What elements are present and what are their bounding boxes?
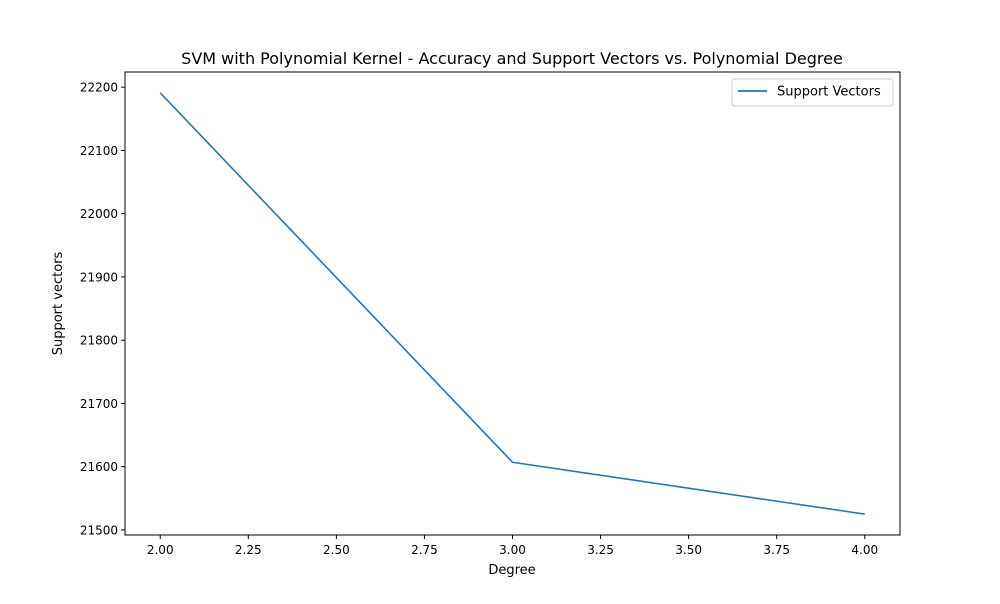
- series-layer: [159, 92, 865, 515]
- y-axis-label: Support vectors: [51, 252, 66, 356]
- legend: Support Vectors: [731, 78, 894, 107]
- legend-label-support-vectors: Support Vectors: [777, 85, 881, 100]
- chart-title: SVM with Polynomial Kernel - Accuracy an…: [181, 49, 843, 68]
- plot-area-frame: [124, 71, 901, 536]
- y-tick-label: 22100: [80, 144, 118, 158]
- x-tick-label: 3.75: [763, 543, 790, 557]
- series-line-support-vectors: [159, 92, 865, 515]
- x-tick-label: 3.00: [499, 543, 526, 557]
- x-tick-label: 2.00: [147, 543, 174, 557]
- y-tick-label: 22000: [80, 207, 118, 221]
- x-tick-label: 3.25: [587, 543, 614, 557]
- x-tick-label: 2.25: [235, 543, 262, 557]
- y-tick-label: 22200: [80, 81, 118, 95]
- x-axis-label: Degree: [488, 563, 535, 578]
- y-tick-label: 21500: [80, 523, 118, 537]
- x-tick-label: 4.00: [851, 543, 878, 557]
- x-tick-label: 3.50: [675, 543, 702, 557]
- y-tick-label: 21800: [80, 334, 118, 348]
- y-tick-label: 21900: [80, 270, 118, 284]
- y-axis-ticks: 21500 21600 21700 21800 21900 22000 22100 22200: [80, 81, 125, 537]
- y-tick-label: 21700: [80, 397, 118, 411]
- x-tick-label: 2.75: [411, 543, 438, 557]
- legend-box: [731, 78, 894, 107]
- y-tick-label: 21600: [80, 460, 118, 474]
- x-axis-ticks: 2.00 2.25 2.50 2.75 3.00 3.25 3.50 3.75 4.00: [147, 535, 878, 557]
- x-tick-label: 2.50: [323, 543, 350, 557]
